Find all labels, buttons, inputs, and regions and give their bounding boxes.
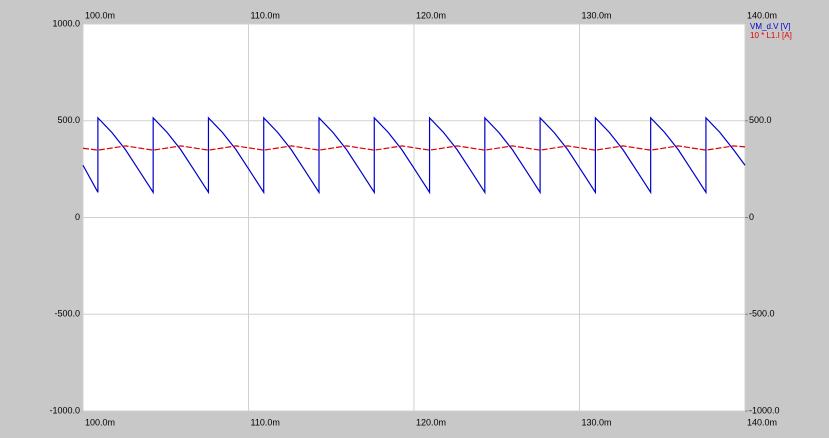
x-tick-label: 120.0m [416,417,446,427]
y-tick-label: 0 [75,212,80,222]
y2-tick-label: -500.0 [749,309,775,319]
x-tick-label: 110.0m [251,10,280,20]
y-tick-label: -500.0 [54,309,80,319]
x-tick-label: 100.0m [85,417,115,427]
legend-entry: VM_d.V [V] [750,22,790,31]
x-tick-label: 130.0m [582,10,612,20]
series-line [82,116,746,195]
x-tick-label: 100.0m [85,10,115,20]
y-tick-label: 1000.0 [52,18,80,28]
y2-tick-label: -1000.0 [749,405,780,415]
x-tick-label: 130.0m [582,417,612,427]
x-tick-label: 120.0m [416,10,446,20]
y2-tick-label: 500.0 [749,115,772,125]
series-line [82,145,746,151]
x-tick-label: 140.0m [747,417,777,427]
y-tick-label: 500.0 [57,115,80,125]
x-tick-label: 110.0m [251,417,280,427]
legend-entry: 10 * L1.I [A] [750,31,792,40]
y-tick-label: -1000.0 [49,405,80,415]
y2-tick-label: 0 [749,212,754,222]
x-tick-label: 140.0m [747,10,777,20]
